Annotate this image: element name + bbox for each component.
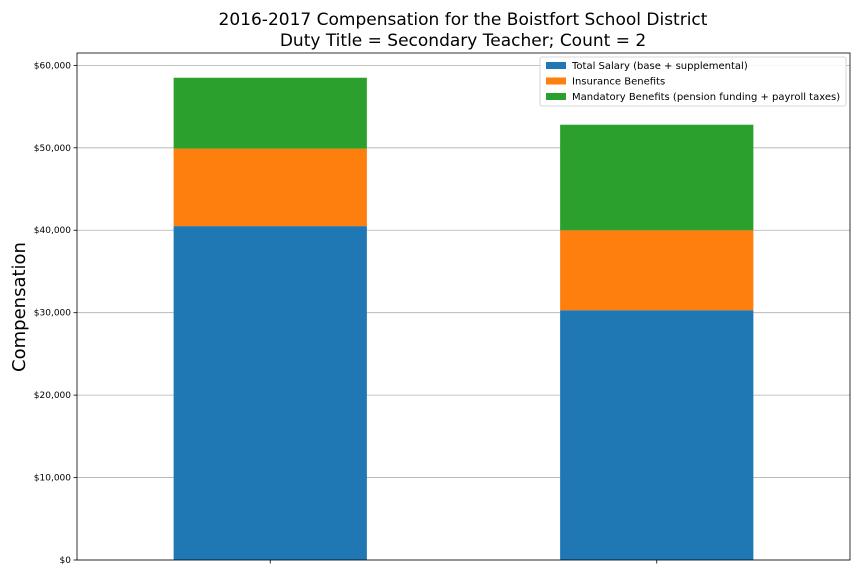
bars bbox=[173, 77, 754, 560]
bar-segment bbox=[173, 77, 367, 149]
legend-box bbox=[539, 56, 847, 107]
y-tick-label: $40,000 bbox=[34, 226, 71, 236]
legend: Total Salary (base + supplemental) Insura… bbox=[539, 56, 847, 107]
bar-segment bbox=[560, 230, 754, 311]
legend-entry: Insurance Benefits bbox=[572, 77, 665, 88]
y-tick-label: $0 bbox=[60, 556, 72, 566]
legend-swatch bbox=[546, 62, 566, 69]
y-tick-label: $10,000 bbox=[34, 474, 71, 484]
legend-swatch bbox=[546, 93, 566, 100]
bar-segment bbox=[560, 124, 754, 231]
bar-segment bbox=[173, 148, 367, 227]
chart-subtitle: Duty Title = Secondary Teacher; Count = … bbox=[280, 31, 646, 51]
y-axis-label: Compensation bbox=[9, 242, 30, 372]
legend-entry: Mandatory Benefits (pension funding + pa… bbox=[572, 92, 840, 103]
chart-title: 2016-2017 Compensation for the Boistfort… bbox=[219, 10, 708, 30]
y-tick-label: $20,000 bbox=[34, 391, 71, 401]
plot-frame bbox=[76, 52, 851, 561]
legend-entry: Total Salary (base + supplemental) bbox=[571, 61, 748, 72]
y-tick-label: $60,000 bbox=[34, 61, 71, 71]
axes: $0 $10,000 $20,000 $30,000 $40,000 $50,000 $60… bbox=[34, 52, 851, 566]
legend-swatch bbox=[546, 77, 566, 85]
y-tick-label: $30,000 bbox=[34, 309, 71, 319]
y-tick-label: $50,000 bbox=[34, 144, 71, 154]
bar-segment bbox=[173, 226, 367, 560]
bar-segment bbox=[560, 310, 754, 560]
